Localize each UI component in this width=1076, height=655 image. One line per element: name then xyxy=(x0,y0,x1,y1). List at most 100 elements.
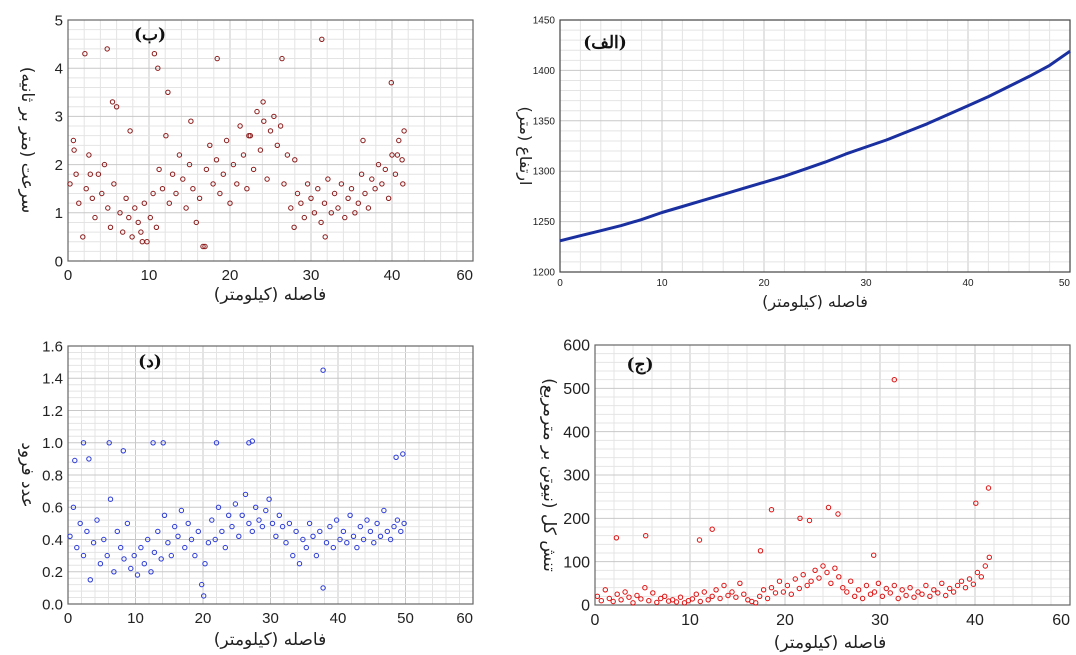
data-point xyxy=(261,118,267,124)
data-point xyxy=(219,528,225,535)
data-point xyxy=(394,152,401,158)
data-point xyxy=(333,517,340,523)
data-point xyxy=(67,533,73,539)
data-point xyxy=(308,195,314,202)
data-point xyxy=(168,552,175,559)
data-point xyxy=(919,591,925,597)
data-point xyxy=(375,161,382,168)
data-point xyxy=(947,585,953,592)
data-point xyxy=(210,181,216,187)
data-point xyxy=(701,589,707,595)
y-tick-label: 1250 xyxy=(533,217,556,228)
y-tick-label: 1 xyxy=(55,205,63,222)
data-point xyxy=(250,166,257,173)
data-point xyxy=(825,504,832,511)
data-point xyxy=(330,544,336,551)
data-point xyxy=(328,210,334,216)
data-point xyxy=(223,137,230,144)
data-point xyxy=(293,528,299,535)
data-point xyxy=(120,229,126,235)
data-point xyxy=(709,526,715,532)
data-point xyxy=(73,171,79,177)
data-point xyxy=(186,161,193,168)
y-tick-label: 1.0 xyxy=(42,435,63,452)
data-point xyxy=(71,147,77,153)
data-point xyxy=(257,147,264,153)
y-axis-label: عدد فرود xyxy=(17,442,37,507)
data-point xyxy=(757,548,764,554)
data-point xyxy=(209,517,215,523)
data-point xyxy=(263,507,269,514)
x-tick-label: 20 xyxy=(758,278,770,289)
data-point xyxy=(895,595,901,602)
panel-label: (د) xyxy=(138,352,162,372)
y-tick-label: 0.0 xyxy=(42,596,63,613)
data-point xyxy=(82,51,88,57)
data-point xyxy=(372,186,378,192)
data-point xyxy=(733,594,739,600)
data-point xyxy=(213,157,220,163)
y-tick-label: 1300 xyxy=(533,167,556,178)
data-point xyxy=(717,595,723,602)
data-point xyxy=(630,600,636,606)
data-point xyxy=(966,576,973,582)
data-point xyxy=(654,599,660,606)
chart-be: 0 10 20 30 40 60 0 1 2 3 4 5 فاصله (کیلومتر) سرعت (مت… xyxy=(17,12,474,305)
data-point xyxy=(863,582,870,589)
data-point xyxy=(128,565,134,572)
data-point xyxy=(613,535,620,541)
data-point xyxy=(264,176,270,182)
data-point xyxy=(915,589,921,595)
data-point xyxy=(230,161,237,168)
data-point xyxy=(606,595,612,602)
data-point xyxy=(844,589,850,595)
data-point xyxy=(155,528,161,535)
data-point xyxy=(859,595,866,602)
data-point xyxy=(87,577,94,583)
scatter-points xyxy=(67,36,407,250)
data-point xyxy=(249,528,256,535)
data-point xyxy=(199,581,205,588)
data-point xyxy=(107,496,114,502)
data-point xyxy=(87,171,94,177)
data-point xyxy=(173,190,179,197)
data-point xyxy=(650,590,656,596)
data-point xyxy=(855,587,862,593)
x-tick-label: 0 xyxy=(591,612,600,629)
data-point xyxy=(234,181,240,187)
data-point xyxy=(92,214,98,221)
data-point xyxy=(705,597,711,603)
x-tick-label: 20 xyxy=(776,612,794,629)
data-point xyxy=(303,544,309,551)
data-point xyxy=(145,536,151,543)
data-point xyxy=(340,528,347,535)
data-point xyxy=(253,504,259,510)
data-point xyxy=(284,152,291,158)
plot-border xyxy=(594,344,1071,606)
data-point xyxy=(105,205,111,211)
data-point xyxy=(618,597,624,603)
x-tick-label: 10 xyxy=(681,612,699,629)
data-point xyxy=(891,582,897,589)
data-point xyxy=(788,591,794,597)
data-point xyxy=(970,581,977,587)
data-point xyxy=(182,544,188,551)
data-point xyxy=(74,544,80,551)
data-point xyxy=(106,440,112,446)
data-point xyxy=(259,523,266,530)
data-point xyxy=(158,556,164,562)
data-point xyxy=(696,537,703,543)
data-point xyxy=(907,585,913,591)
data-point xyxy=(879,593,886,599)
data-point xyxy=(365,205,372,211)
data-point xyxy=(311,210,318,216)
data-point xyxy=(175,533,181,539)
x-tick-label: 60 xyxy=(456,610,473,627)
data-point xyxy=(150,190,156,197)
data-point xyxy=(126,214,132,221)
data-point xyxy=(72,457,78,464)
data-point xyxy=(377,533,384,539)
data-point xyxy=(367,528,374,535)
data-point xyxy=(260,99,266,105)
data-point xyxy=(121,556,127,562)
